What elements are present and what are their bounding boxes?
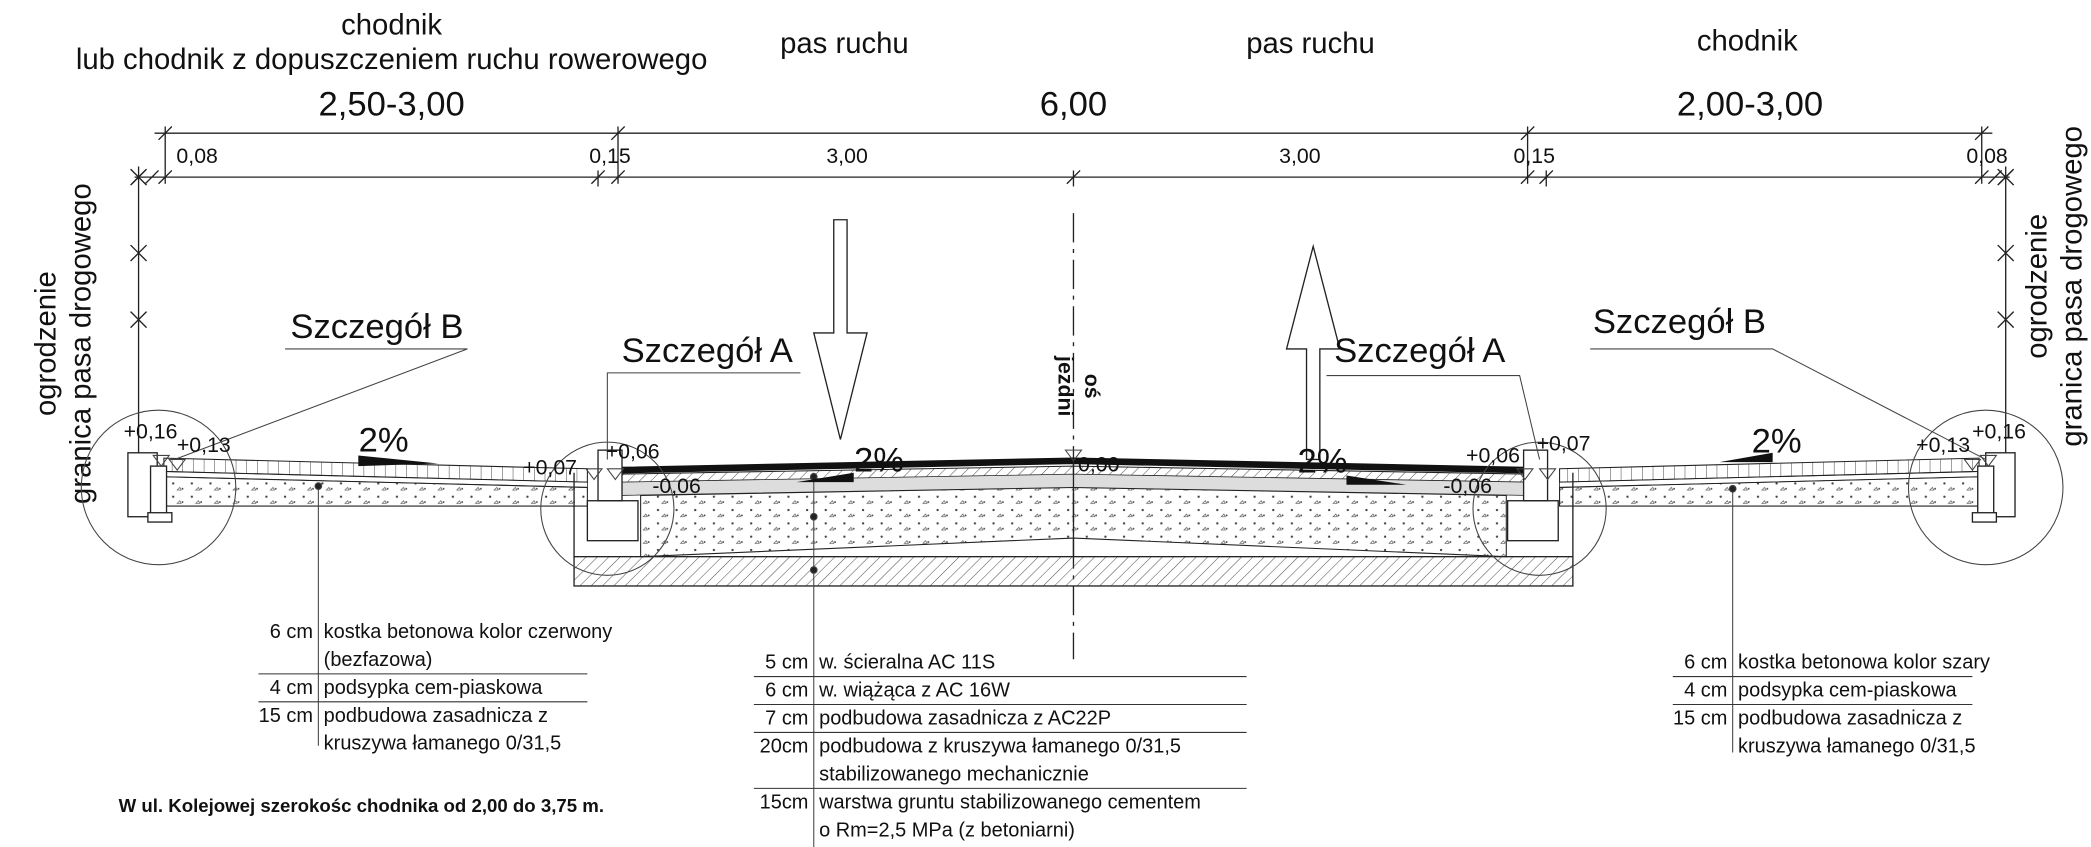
detail-label: Szczegół B [290, 308, 463, 346]
layer-thickness: 15 cm [1673, 707, 1727, 729]
elevation: +0,06 [606, 439, 660, 463]
layer-description: stabilizowanego mechanicznie [819, 763, 1089, 785]
layer-description: w. wiążąca z AC 16W [818, 679, 1010, 701]
axis-text: oś [1080, 374, 1104, 399]
layer-description: o Rm=2,5 MPa (z betoniarni) [819, 819, 1075, 841]
axis-text: jezdni [1054, 355, 1078, 416]
dimension-lines [131, 126, 2013, 187]
slope: 2% [1297, 443, 1347, 481]
layer-thickness: 5 cm [765, 651, 808, 673]
dimension: 3,00 [826, 144, 868, 168]
direction-arrow [1285, 243, 1341, 461]
layer-thickness: 6 cm [1684, 651, 1727, 673]
boundary-text: granica pasa drogowego [2055, 126, 2088, 447]
layer-description: podsypka cem-piaskowa [1738, 679, 1958, 701]
elevation: -0,06 [652, 474, 701, 498]
elevation-markers [152, 449, 1998, 481]
layer-description: podbudowa z kruszywa łamanego 0/31,5 [819, 735, 1181, 757]
elevation: +0,13 [177, 433, 231, 457]
zone-label: chodnik [1697, 24, 1798, 57]
layer-thickness: 20cm [760, 735, 809, 757]
layer-thickness: 4 cm [270, 677, 313, 699]
roadway [573, 449, 1574, 587]
dimension: 0,08 [176, 144, 217, 168]
width-label: 6,00 [1040, 86, 1107, 124]
layer-description: kruszywa łamanego 0/31,5 [324, 733, 562, 755]
boundary-label: ogrodzenie granica pasa drogowego [2021, 126, 2089, 447]
slope: 2% [1752, 423, 1802, 461]
direction-arrow [812, 219, 868, 440]
layer-description: podbudowa zasadnicza z [324, 705, 548, 727]
layer-thickness: 15cm [760, 791, 809, 813]
slope: 2% [854, 441, 904, 479]
layer-description: kruszywa łamanego 0/31,5 [1738, 735, 1976, 757]
layer-description: w. ścieralna AC 11S [818, 651, 995, 673]
right-sidewalk [1559, 452, 2016, 523]
slope-arrows [358, 452, 1773, 485]
layer-description: warstwa gruntu stabilizowanego cementem [818, 791, 1201, 813]
note: W ul. Kolejowej szerokośc chodnika od 2,… [119, 795, 604, 816]
zone-label: lub chodnik z dopuszczeniem ruchu rowero… [76, 43, 708, 76]
dimension: 3,00 [1279, 144, 1321, 168]
layer-thickness: 6 cm [765, 679, 808, 701]
axis-label: oś jezdni [1054, 355, 1105, 416]
dimension: 0,15 [1514, 144, 1555, 168]
elevation: +0,13 [1916, 433, 1970, 457]
layer-thickness: 6 cm [270, 621, 313, 643]
detail-label: Szczegół B [1593, 303, 1766, 341]
layer-description: podbudowa zasadnicza z [1738, 707, 1962, 729]
layer-description: kostka betonowa kolor czerwony [324, 621, 613, 643]
layer-description: podsypka cem-piaskowa [324, 677, 544, 699]
boundary-text: granica pasa drogowego [64, 183, 97, 504]
width-label: 2,50-3,00 [318, 86, 464, 124]
elevation: +0,07 [1537, 431, 1591, 455]
elevation: +0,16 [124, 419, 178, 443]
layer-description: kostka betonowa kolor szary [1738, 651, 1990, 673]
layer-description: (bezfazowa) [324, 649, 433, 671]
zone-label: pas ruchu [780, 27, 909, 60]
width-label: 2,00-3,00 [1677, 86, 1823, 124]
layer-thickness: 15 cm [259, 705, 313, 727]
zone-label: chodnik [341, 8, 442, 41]
elevation: +0,07 [523, 455, 577, 479]
boundary-text: ogrodzenie [30, 271, 63, 416]
zone-label: pas ruchu [1246, 27, 1375, 60]
left-sidewalk [127, 452, 588, 523]
boundary-text: ogrodzenie [2021, 214, 2054, 359]
boundary-label: ogrodzenie granica pasa drogowego [30, 183, 98, 504]
dimension: 0,15 [589, 144, 630, 168]
slope: 2% [359, 421, 409, 459]
elevation: +0,06 [1466, 443, 1520, 467]
layer-thickness: 4 cm [1684, 679, 1727, 701]
elevation: 0,00 [1078, 453, 1120, 477]
dimension: 0,08 [1966, 144, 2007, 168]
layer-thickness: 7 cm [765, 707, 808, 729]
elevation: -0,06 [1443, 474, 1492, 498]
detail-callouts [80, 348, 2064, 847]
elevation: +0,16 [1972, 419, 2026, 443]
fence [130, 166, 2015, 460]
detail-label: Szczegół A [1334, 332, 1506, 370]
layer-description: podbudowa zasadnicza z AC22P [819, 707, 1111, 729]
detail-label: Szczegół A [622, 332, 794, 370]
